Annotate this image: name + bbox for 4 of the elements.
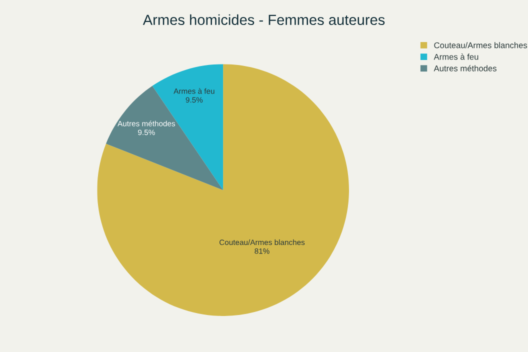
legend-label: Couteau/Armes blanches	[434, 42, 528, 48]
chart-title: Armes homicides - Femmes auteures	[142, 14, 385, 26]
legend-label: Armes à feu	[434, 54, 478, 60]
legend-label: Autres méthodes	[434, 65, 496, 72]
